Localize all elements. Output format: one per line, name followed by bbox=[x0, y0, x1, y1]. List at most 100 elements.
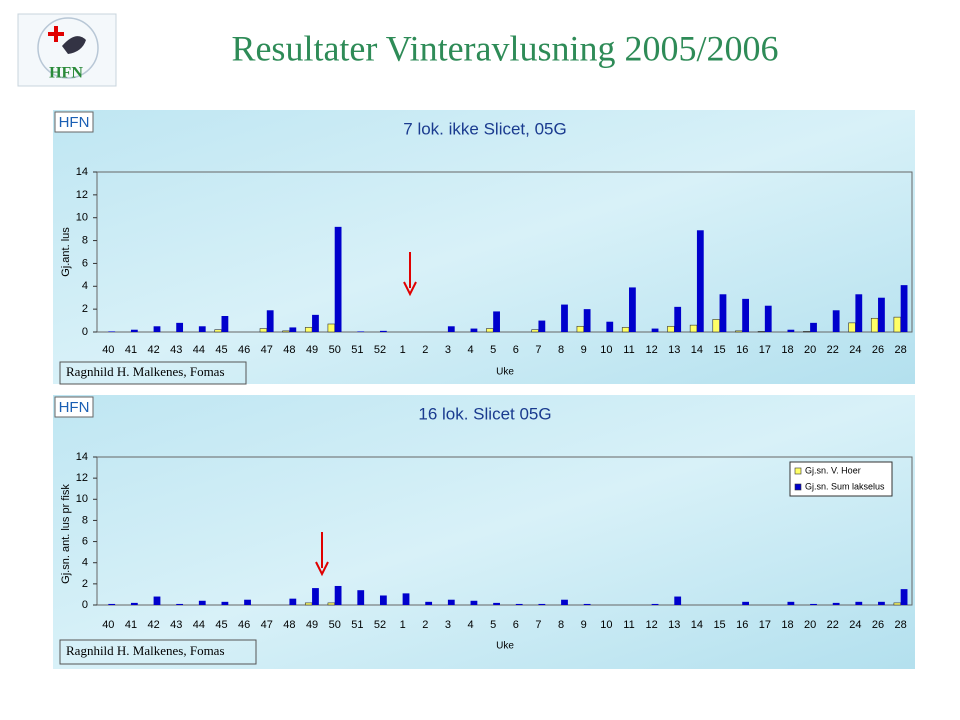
logo-web bbox=[37, 17, 99, 79]
bar bbox=[244, 599, 251, 605]
x-tick-label: 4 bbox=[467, 344, 473, 356]
badge: HFN bbox=[59, 399, 90, 416]
x-tick-label: 51 bbox=[351, 619, 363, 631]
bar bbox=[855, 601, 863, 605]
chart-panel: HFN 7 lok. ikke Slicet, 05G02468101214Gj.… bbox=[53, 110, 915, 385]
x-tick-label: 24 bbox=[849, 344, 861, 356]
x-tick-label: 28 bbox=[895, 344, 907, 356]
x-tick-label: 41 bbox=[125, 344, 137, 356]
bar bbox=[900, 285, 908, 332]
x-tick-label: 5 bbox=[490, 344, 496, 356]
bar bbox=[304, 327, 313, 333]
y-tick-label: 12 bbox=[76, 472, 88, 484]
x-tick-label: 2 bbox=[422, 344, 428, 356]
arrow-head bbox=[315, 561, 329, 577]
y-tick-label: 10 bbox=[76, 212, 88, 224]
x-tick-label: 6 bbox=[513, 344, 519, 356]
x-tick-label: 11 bbox=[623, 344, 634, 356]
bar bbox=[893, 602, 901, 606]
bar bbox=[357, 331, 365, 332]
x-tick-label: 45 bbox=[215, 619, 227, 631]
x-tick-label: 50 bbox=[329, 619, 341, 631]
bar bbox=[221, 316, 229, 332]
bar bbox=[176, 603, 184, 605]
bar bbox=[538, 320, 546, 332]
logo-cross bbox=[48, 26, 64, 42]
x-tick-label: 46 bbox=[238, 619, 250, 631]
bar bbox=[893, 316, 901, 333]
logo-fish bbox=[62, 36, 86, 54]
x-tick-label: 26 bbox=[872, 344, 884, 356]
x-tick-label: 49 bbox=[306, 344, 318, 356]
bar bbox=[198, 600, 206, 605]
x-tick-label: 18 bbox=[781, 344, 793, 356]
x-tick-label: 1 bbox=[400, 619, 406, 631]
y-tick-label: 6 bbox=[82, 535, 88, 547]
y-tick-label: 2 bbox=[82, 578, 88, 590]
y-tick-label: 2 bbox=[82, 303, 88, 315]
bar bbox=[334, 585, 342, 605]
panel-background bbox=[53, 110, 915, 384]
y-tick-label: 0 bbox=[82, 599, 88, 611]
x-axis-label: Uke bbox=[496, 641, 514, 652]
legend-box bbox=[789, 461, 893, 497]
x-tick-label: 16 bbox=[736, 619, 748, 631]
bar bbox=[108, 603, 116, 605]
x-tick-label: 20 bbox=[804, 344, 816, 356]
x-tick-label: 49 bbox=[306, 619, 318, 631]
bar bbox=[493, 602, 500, 605]
x-tick-label: 3 bbox=[445, 344, 451, 356]
bar bbox=[266, 310, 274, 332]
y-tick-label: 4 bbox=[82, 557, 88, 569]
chart-title: 7 lok. ikke Slicet, 05G bbox=[403, 119, 566, 138]
bar bbox=[606, 321, 614, 332]
bar bbox=[900, 589, 908, 605]
page-title: Resultater Vinteravlusning 2005/2006 bbox=[231, 28, 778, 68]
bar bbox=[312, 588, 319, 605]
bar bbox=[735, 330, 743, 333]
bar bbox=[153, 596, 161, 605]
x-tick-label: 7 bbox=[535, 619, 541, 631]
logo-text: HFN bbox=[49, 65, 83, 82]
x-tick-label: 43 bbox=[170, 344, 182, 356]
x-tick-label: 12 bbox=[646, 619, 658, 631]
x-tick-label: 47 bbox=[261, 344, 273, 356]
x-tick-label: 48 bbox=[283, 619, 295, 631]
bar bbox=[470, 600, 478, 605]
badge: HFN bbox=[59, 114, 90, 131]
x-tick-label: 4 bbox=[467, 619, 473, 631]
bar bbox=[327, 323, 336, 333]
bar bbox=[312, 314, 319, 332]
y-tick-label: 10 bbox=[76, 493, 88, 505]
x-tick-label: 22 bbox=[827, 619, 839, 631]
bar bbox=[515, 603, 523, 605]
bar bbox=[176, 322, 184, 332]
bar bbox=[198, 326, 206, 332]
bar bbox=[848, 322, 856, 333]
bar bbox=[130, 602, 138, 605]
x-tick-label: 24 bbox=[849, 619, 861, 631]
x-tick-label: 45 bbox=[215, 344, 227, 356]
bar bbox=[855, 294, 863, 332]
x-axis-label: Uke bbox=[496, 367, 514, 378]
bar bbox=[803, 331, 811, 333]
x-tick-label: 28 bbox=[895, 619, 907, 631]
bar bbox=[651, 603, 659, 605]
y-tick-label: 14 bbox=[76, 451, 88, 463]
bar bbox=[674, 306, 682, 332]
y-axis-label: Gj.ant. lus bbox=[60, 227, 72, 277]
x-tick-label: 48 bbox=[283, 344, 295, 356]
x-tick-label: 13 bbox=[668, 619, 680, 631]
bar bbox=[130, 329, 138, 332]
bar bbox=[531, 329, 539, 333]
x-tick-label: 41 bbox=[125, 619, 137, 631]
x-tick-label: 18 bbox=[781, 619, 793, 631]
x-tick-label: 52 bbox=[374, 619, 386, 631]
bar bbox=[221, 601, 229, 605]
bar bbox=[153, 326, 161, 332]
x-tick-label: 14 bbox=[691, 619, 703, 631]
x-tick-label: 11 bbox=[623, 619, 634, 631]
bar bbox=[289, 327, 297, 332]
x-tick-label: 9 bbox=[581, 344, 587, 356]
bar bbox=[214, 329, 222, 333]
